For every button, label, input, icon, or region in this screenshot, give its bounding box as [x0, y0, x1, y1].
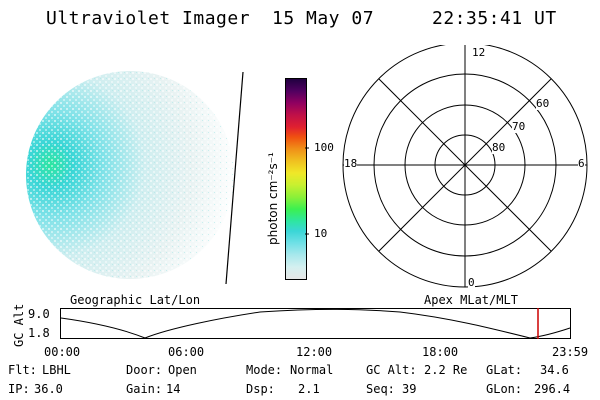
lat-label-70: 70 — [512, 120, 526, 133]
instrument-title: Ultraviolet Imager — [46, 8, 251, 29]
info-flt-key: Flt: — [8, 363, 37, 377]
mlt-label-0: 0 — [468, 276, 475, 289]
time-tick-2359: 23:59 — [552, 345, 589, 359]
colorbar — [285, 78, 307, 280]
time-tick-0000: 00:00 — [44, 345, 81, 359]
info-seq-key: Seq: — [366, 382, 395, 396]
info-mode-key: Mode: — [246, 363, 283, 377]
terminator-line — [225, 71, 244, 285]
info-glat-key: GLat: — [486, 363, 523, 377]
gc-alt-plot — [60, 308, 571, 339]
apex-mlat-label: Apex MLat/MLT — [424, 293, 518, 307]
gc-alt-curve — [60, 308, 571, 339]
lat-label-80: 80 — [492, 141, 506, 154]
info-gain-key: Gain: — [126, 382, 163, 396]
info-mode-val: Normal — [290, 363, 334, 377]
info-glon-key: GLon: — [486, 382, 523, 396]
info-gain-val: 14 — [166, 382, 181, 396]
lat-label-60: 60 — [536, 97, 550, 110]
gc-alt-axis-label: GC Alt — [12, 303, 26, 347]
info-flt-val: LBHL — [42, 363, 71, 377]
mlt-label-12: 12 — [472, 46, 486, 59]
gc-alt-tick-low: 1.8 — [28, 326, 50, 340]
mlt-label-18: 18 — [344, 157, 358, 170]
time-tick-0600: 06:00 — [168, 345, 205, 359]
gc-alt-tick-high: 9.0 — [28, 307, 50, 321]
info-glon-val: 296.4 — [534, 382, 571, 396]
earth-disk — [26, 71, 234, 279]
mlt-label-6: 6 — [578, 157, 585, 170]
info-ip-val: 36.0 — [34, 382, 63, 396]
info-seq-val: 39 — [402, 382, 417, 396]
polar-grid — [342, 45, 588, 288]
date-label: 15 May 07 — [272, 8, 375, 29]
info-gcalt-key: GC Alt: — [366, 363, 417, 377]
colorbar-unit-label: photon cm⁻²s⁻¹ — [266, 152, 280, 245]
time-tick-1800: 18:00 — [422, 345, 459, 359]
colorbar-tick-100: 100 — [314, 141, 334, 154]
info-gcalt-val: 2.2 Re — [424, 363, 468, 377]
geo-latlon-label: Geographic Lat/Lon — [70, 293, 201, 307]
info-dsp-key: Dsp: — [246, 382, 275, 396]
info-glat-val: 34.6 — [540, 363, 569, 377]
time-tick-1200: 12:00 — [296, 345, 333, 359]
info-door-val: Open — [168, 363, 197, 377]
colorbar-tick-10: 10 — [314, 227, 328, 240]
info-dsp-val: 2.1 — [298, 382, 320, 396]
time-label: 22:35:41 UT — [432, 8, 557, 29]
info-door-key: Door: — [126, 363, 163, 377]
info-ip-key: IP: — [8, 382, 30, 396]
